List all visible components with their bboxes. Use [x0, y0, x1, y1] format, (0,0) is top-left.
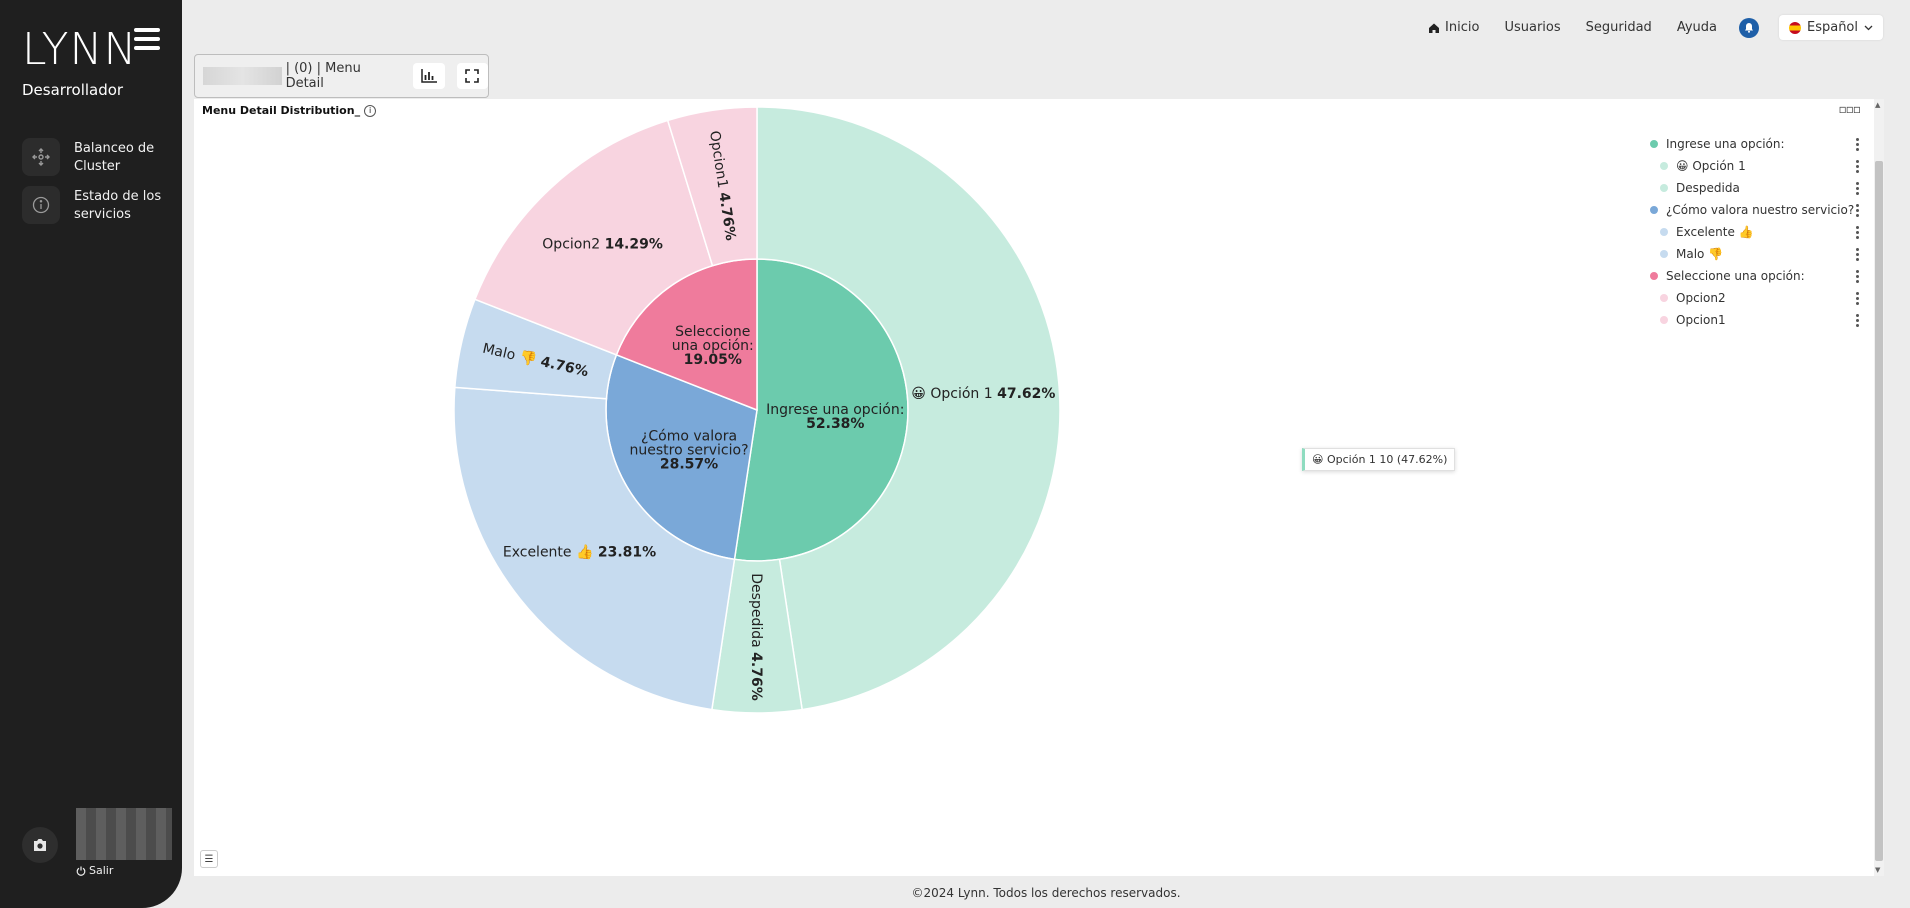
- chart-title-text: Menu Detail Distribution_: [202, 104, 361, 117]
- outer-slice-label: Opcion2 14.29%: [542, 237, 663, 253]
- info-circle-icon: [22, 186, 60, 224]
- sidebar: LYNN Desarrollador Balanceo de Cluster E…: [0, 0, 182, 908]
- legend-swatch: [1650, 206, 1658, 214]
- chart-title: Menu Detail Distribution_ i: [202, 104, 377, 117]
- legend-swatch: [1650, 140, 1658, 148]
- legend-item[interactable]: Ingrese una opción:: [1650, 133, 1860, 155]
- kebab-menu-icon[interactable]: [1856, 182, 1860, 195]
- fullscreen-icon: [465, 69, 480, 83]
- outer-slice-label: Excelente 👍 23.81%: [503, 544, 656, 561]
- legend-label: Ingrese una opción:: [1666, 137, 1785, 151]
- legend-label: ¿Cómo valora nuestro servicio?: [1666, 203, 1855, 217]
- legend-label: 😀 Opción 1: [1676, 159, 1746, 173]
- scroll-up-icon[interactable]: ▲: [1875, 101, 1881, 109]
- bar-chart-icon: [421, 69, 437, 83]
- redacted-name: [203, 67, 282, 85]
- legend-label: Seleccione una opción:: [1666, 269, 1805, 283]
- sidebar-item-label: Balanceo de Cluster: [74, 141, 155, 174]
- legend-item[interactable]: Opcion1: [1650, 309, 1860, 331]
- legend-swatch: [1660, 184, 1668, 192]
- legend-swatch: [1660, 316, 1668, 324]
- cluster-icon: [22, 138, 60, 176]
- scroll-down-icon[interactable]: ▼: [1875, 866, 1881, 874]
- user-role: Desarrollador: [22, 81, 124, 99]
- panel-header-text: | (0) | Menu Detail: [285, 61, 361, 91]
- legend-swatch: [1660, 250, 1668, 258]
- nav-home-link[interactable]: Inicio: [1428, 20, 1479, 35]
- outer-slice[interactable]: [473, 119, 714, 356]
- legend-item[interactable]: Despedida: [1650, 177, 1860, 199]
- outer-slice[interactable]: [756, 106, 1061, 711]
- legend-swatch: [1650, 272, 1658, 280]
- chevron-down-icon: [1864, 25, 1873, 30]
- legend-label: Malo 👎: [1676, 247, 1724, 261]
- inner-slice-label: ¿Cómo valora nuestro servicio? 28.57%: [629, 428, 748, 472]
- top-navigation: Inicio Usuarios Seguridad Ayuda Español: [1403, 15, 1883, 40]
- nav-home-label: Inicio: [1445, 20, 1480, 35]
- kebab-menu-icon[interactable]: [1856, 204, 1860, 217]
- kebab-menu-icon[interactable]: [1856, 314, 1860, 327]
- home-icon: [1429, 23, 1440, 33]
- logout-button[interactable]: Salir: [76, 864, 113, 877]
- list-view-icon[interactable]: ☰: [200, 850, 218, 868]
- menu-toggle-icon[interactable]: [134, 28, 160, 50]
- language-label: Español: [1806, 20, 1858, 35]
- legend-label: Excelente 👍: [1676, 225, 1754, 239]
- notification-bell-icon[interactable]: [1738, 17, 1759, 38]
- legend-item[interactable]: Malo 👎: [1650, 243, 1860, 265]
- scrollbar[interactable]: ▲ ▼: [1874, 99, 1884, 876]
- sidebar-item-services[interactable]: Estado de los servicios: [22, 186, 164, 224]
- footer-copyright: ©2024 Lynn. Todos los derechos reservado…: [911, 886, 1181, 900]
- info-icon[interactable]: i: [364, 104, 377, 117]
- legend-label: Opcion1: [1676, 313, 1726, 327]
- kebab-menu-icon[interactable]: [1856, 226, 1860, 239]
- legend-item[interactable]: 😀 Opción 1: [1650, 155, 1860, 177]
- nav-help-link[interactable]: Ayuda: [1676, 20, 1717, 35]
- camera-icon[interactable]: [22, 827, 58, 863]
- legend-label: Opcion2: [1676, 291, 1726, 305]
- legend-item[interactable]: ¿Cómo valora nuestro servicio?: [1650, 199, 1860, 221]
- panel-header: | (0) | Menu Detail: [194, 54, 489, 98]
- outer-slice[interactable]: [666, 106, 758, 267]
- chart-legend: Ingrese una opción: 😀 Opción 1 Despedida ¿C…: [1650, 133, 1860, 331]
- legend-item[interactable]: Seleccione una opción:: [1650, 265, 1860, 287]
- legend-swatch: [1660, 294, 1668, 302]
- kebab-menu-icon[interactable]: [1856, 270, 1860, 283]
- fullscreen-button[interactable]: [456, 63, 488, 89]
- outer-slice-label: Despedida 4.76%: [748, 573, 764, 700]
- chart-tooltip: 😀 Opción 1 10 (47.62%): [1302, 448, 1456, 471]
- sidebar-item-label: Estado de los servicios: [74, 189, 162, 222]
- spain-flag-icon: [1788, 21, 1801, 34]
- outer-slice[interactable]: [453, 386, 736, 711]
- avatar[interactable]: [76, 808, 172, 860]
- legend-swatch: [1660, 162, 1668, 170]
- inner-slice-label: Seleccione una opción: 19.05%: [672, 324, 754, 368]
- chart-view-button[interactable]: [413, 63, 445, 89]
- language-selector[interactable]: Español: [1778, 15, 1883, 40]
- kebab-menu-icon[interactable]: [1856, 138, 1860, 151]
- sidebar-item-cluster[interactable]: Balanceo de Cluster: [22, 138, 164, 176]
- legend-item[interactable]: Opcion2: [1650, 287, 1860, 309]
- power-icon: [76, 866, 86, 876]
- inner-slice-label: Ingrese una opción: 52.38%: [766, 402, 904, 432]
- kebab-menu-icon[interactable]: [1856, 248, 1860, 261]
- nav-users-link[interactable]: Usuarios: [1504, 20, 1561, 35]
- legend-swatch: [1660, 228, 1668, 236]
- kebab-menu-icon[interactable]: [1856, 160, 1860, 173]
- nav-security-link[interactable]: Seguridad: [1585, 20, 1652, 35]
- lynn-logo: LYNN: [22, 24, 138, 75]
- more-options-icon[interactable]: ▫▫▫: [1838, 102, 1861, 116]
- outer-slice-label: 😀 Opción 1 47.62%: [911, 386, 1055, 402]
- legend-label: Despedida: [1676, 181, 1740, 195]
- logout-label: Salir: [89, 864, 114, 877]
- legend-item[interactable]: Excelente 👍: [1650, 221, 1860, 243]
- sunburst-chart[interactable]: Ingrese una opción: 52.38% ¿Cómo valora nue…: [194, 99, 1874, 876]
- scrollbar-thumb[interactable]: [1875, 161, 1883, 861]
- chart-panel: Menu Detail Distribution_ i ▫▫▫ Ingrese …: [194, 99, 1884, 876]
- kebab-menu-icon[interactable]: [1856, 292, 1860, 305]
